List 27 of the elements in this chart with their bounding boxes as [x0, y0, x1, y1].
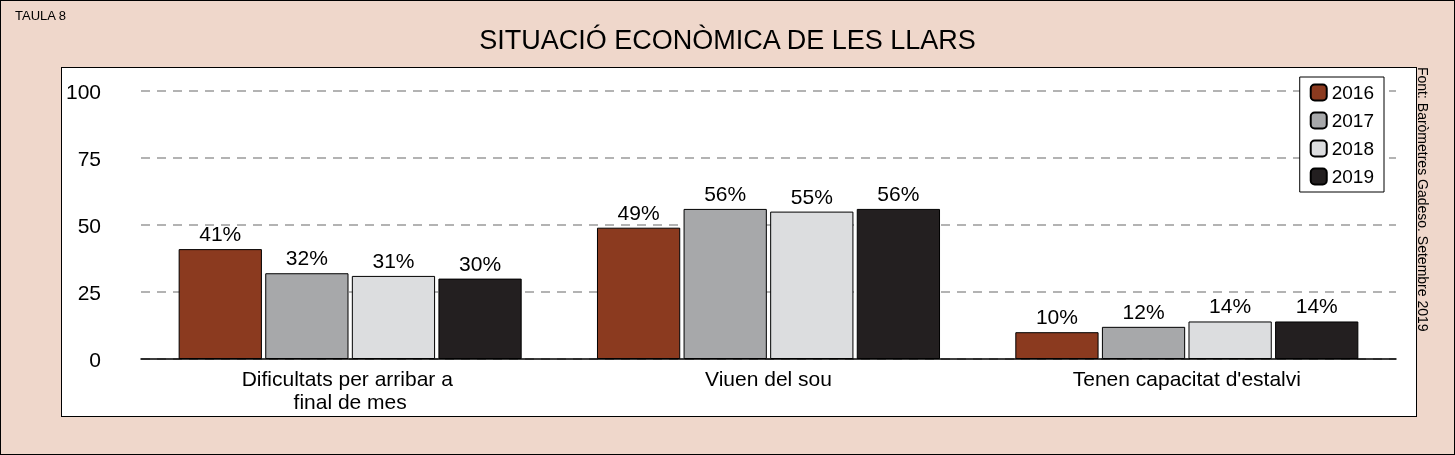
text: TAULA 8: [15, 8, 67, 23]
data-label: 12%: [1122, 299, 1165, 323]
data-label: 32%: [285, 246, 328, 270]
data-label: 49%: [617, 200, 660, 224]
y-tick-label: 0: [89, 347, 101, 371]
y-tick-label: 25: [77, 280, 101, 304]
data-label: 30%: [459, 251, 502, 275]
legend-label: 2018: [1331, 138, 1375, 159]
data-label: 55%: [790, 184, 833, 208]
y-tick-label: 100: [65, 79, 101, 103]
data-label: 41%: [199, 222, 242, 246]
legend-label: 2017: [1331, 110, 1375, 131]
legend-label: 2016: [1331, 82, 1375, 103]
y-tick-label: 75: [77, 146, 101, 170]
x-tick-label: Tenen capacitat d'estalvi: [1072, 367, 1301, 390]
chart-title: SITUACIÓ ECONÒMICA DE LES LLARS: [479, 23, 976, 55]
x-tick-label: Viuen del sou: [705, 367, 832, 390]
data-label: 14%: [1209, 294, 1252, 318]
y-tick-label: 50: [77, 213, 101, 237]
x-tick-label: Dificultats per arribar a final de mes: [241, 367, 459, 413]
legend-label: 2019: [1331, 166, 1375, 187]
data-label: 10%: [1035, 305, 1078, 329]
text: Font: Baròmetres Gadeso. Setembre 2019: [1415, 67, 1431, 332]
data-label: 14%: [1295, 294, 1338, 318]
data-label: 56%: [877, 181, 920, 205]
data-label: 56%: [704, 181, 747, 205]
data-label: 31%: [372, 248, 415, 272]
